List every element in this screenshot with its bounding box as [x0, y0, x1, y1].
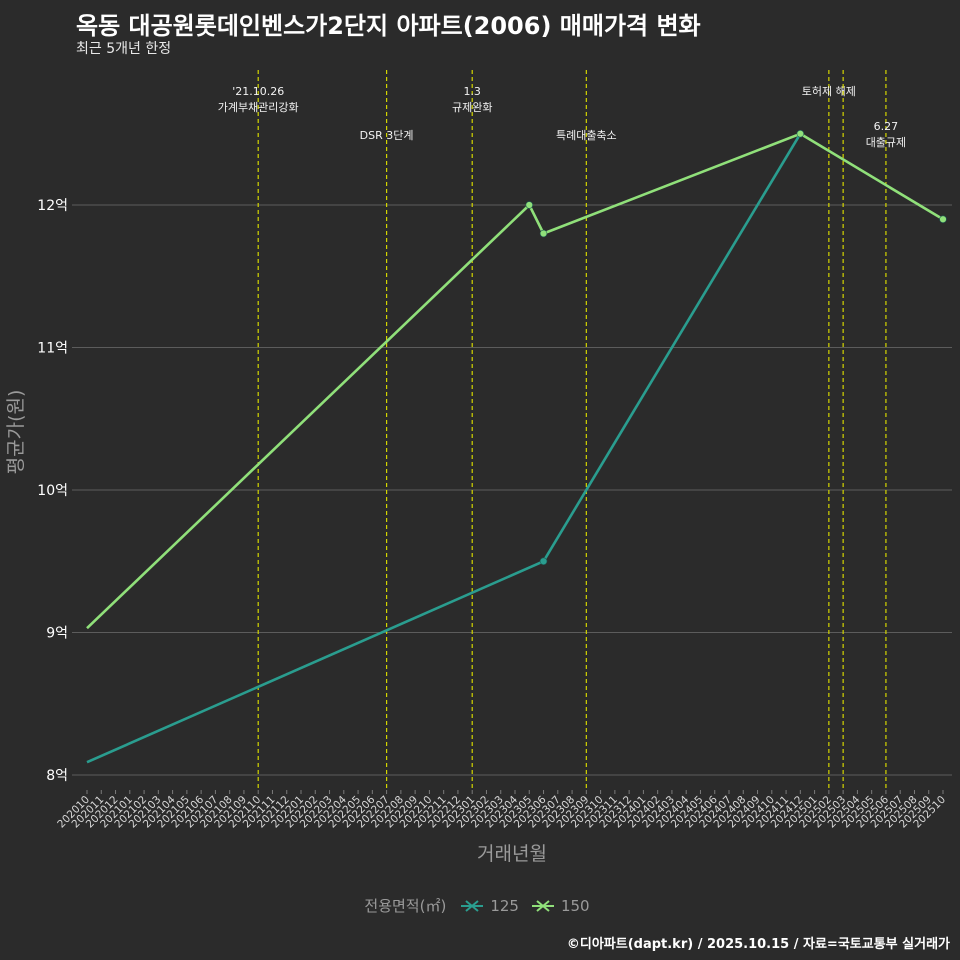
event-label: '21.10.26 — [232, 85, 284, 98]
data-point-125-202306 — [539, 557, 548, 565]
y-tick-label: 12억 — [37, 198, 68, 214]
legend-title: 전용면적(㎡) — [364, 897, 447, 915]
y-gridlines — [72, 204, 952, 776]
y-tick-label: 9억 — [46, 626, 68, 642]
series-line-150 — [86, 132, 944, 630]
y-tick-label: 11억 — [37, 341, 68, 357]
chart-subtitle: 최근 5개년 한정 — [76, 41, 172, 57]
y-tick-label: 10억 — [37, 483, 68, 499]
event-label: DSR 3단계 — [360, 129, 414, 142]
event-label: 특례대출축소 — [556, 129, 617, 142]
y-axis-title: 평균가(원) — [5, 390, 27, 475]
event-label: 가계부채관리강화 — [218, 101, 299, 114]
data-point-150-202306 — [539, 229, 548, 238]
data-point-150-202305 — [525, 201, 533, 209]
event-label: 규제완화 — [452, 101, 492, 114]
series-line-125 — [86, 133, 802, 764]
legend-item-150: 150 — [531, 897, 590, 915]
x-axis-tick-labels: 2020102020112020122021012021022021032021… — [55, 790, 948, 830]
x-axis-title: 거래년월 — [477, 843, 547, 865]
event-label: 6.27 — [874, 120, 899, 133]
data-point-150-202510 — [939, 215, 947, 223]
legend-label-150: 150 — [560, 896, 590, 915]
event-label: 대출규제 — [866, 136, 906, 149]
data-point-150-202412 — [796, 130, 805, 138]
y-tick-label: 8억 — [46, 768, 68, 784]
data-series — [86, 130, 947, 764]
legend-key-125-icon — [461, 899, 484, 912]
legend-key-150-icon — [531, 899, 554, 912]
event-label: 1.3 — [463, 85, 481, 98]
chart-title: 옥동 대공원롯데인벤스가2단지 아파트(2006) 매매가격 변화 — [76, 12, 701, 40]
event-label: 토허제 해제 — [802, 84, 856, 98]
footer-credit: ©디아파트(dapt.kr) / 2025.10.15 / 자료=국토교통부 실… — [566, 937, 950, 952]
y-axis-tick-labels: 8억 9억 10억 11억 12억 — [37, 198, 68, 784]
legend: 전용면적(㎡) 125 150 — [0, 895, 960, 916]
legend-label-125: 125 — [490, 896, 519, 915]
legend-item-125: 125 — [460, 897, 519, 915]
